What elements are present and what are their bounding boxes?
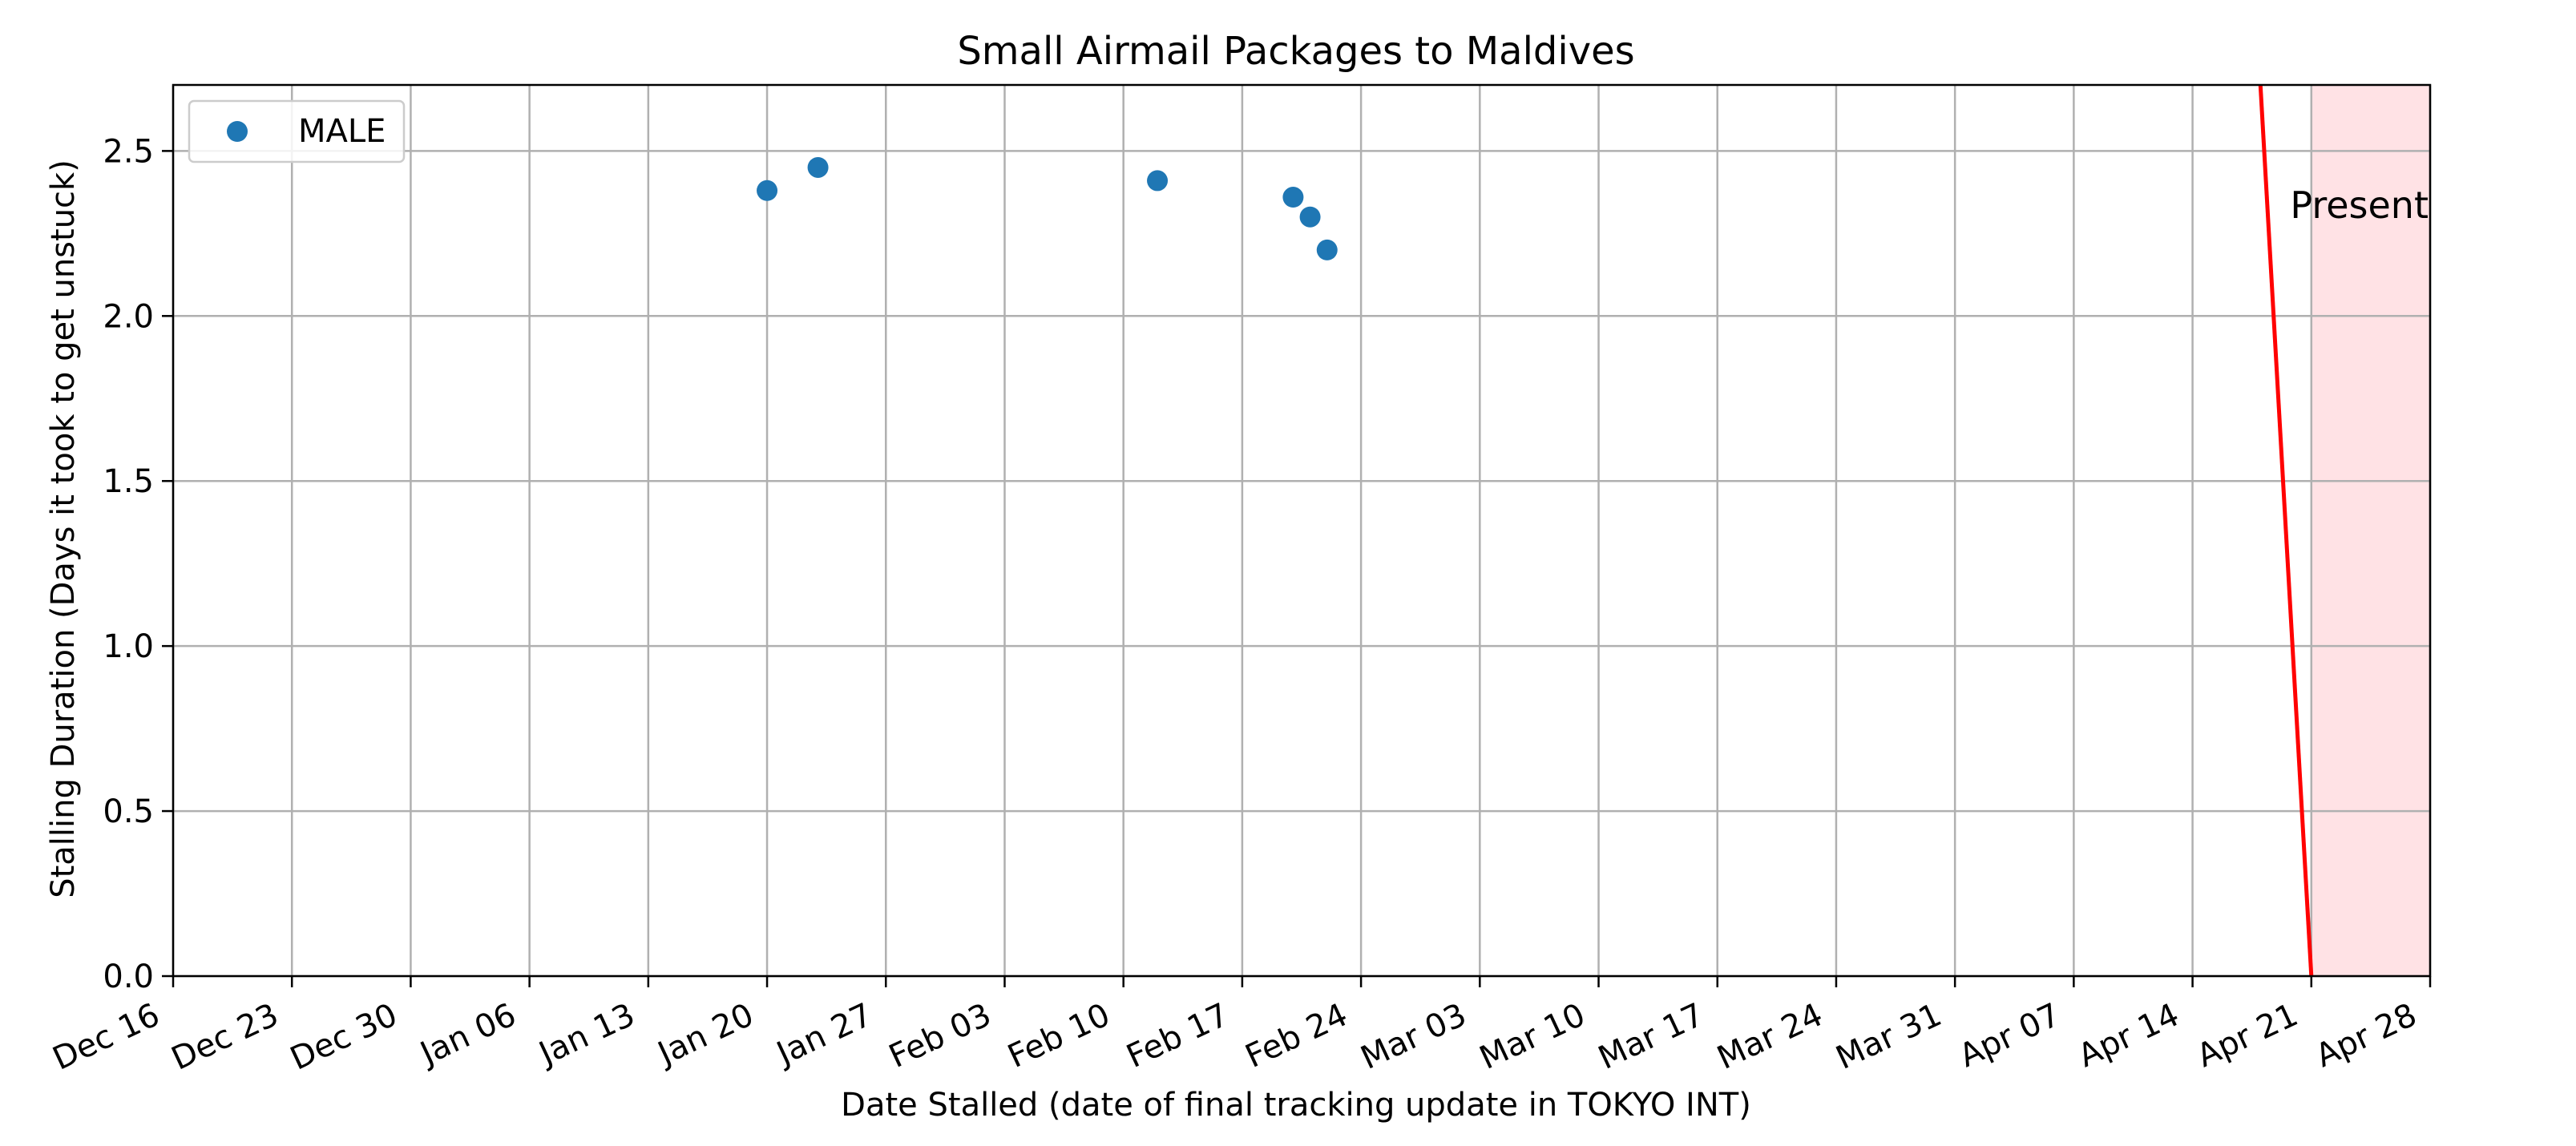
y-tick-label: 2.5 [103, 133, 154, 170]
legend-marker-male [227, 121, 248, 142]
present-shaded-region [2311, 85, 2430, 976]
legend-label-male: MALE [298, 113, 386, 150]
y-axis-ticks: 0.0 0.5 1.0 1.5 2.0 2.5 [103, 133, 173, 995]
data-point [1282, 187, 1304, 208]
present-label: Present [2290, 184, 2429, 227]
data-point [757, 180, 778, 201]
chart-title: Small Airmail Packages to Maldives [957, 29, 1634, 74]
y-axis-label: Stalling Duration (Days it took to get u… [45, 159, 82, 898]
y-tick-label: 0.0 [103, 958, 154, 995]
y-tick-label: 1.0 [103, 628, 154, 665]
legend: MALE [188, 99, 406, 163]
legend-box [188, 99, 406, 163]
data-point [1316, 239, 1338, 260]
data-point [807, 156, 829, 178]
data-points [757, 156, 1338, 260]
present-line [2258, 84, 2314, 977]
data-point [1299, 206, 1321, 228]
y-tick-label: 0.5 [103, 793, 154, 830]
y-tick-label: 2.0 [103, 298, 154, 335]
x-axis-label: Date Stalled (date of final tracking upd… [841, 1087, 1751, 1124]
data-point [1147, 170, 1169, 192]
plot-area-frame [172, 83, 2432, 978]
y-tick-label: 1.5 [103, 463, 154, 500]
